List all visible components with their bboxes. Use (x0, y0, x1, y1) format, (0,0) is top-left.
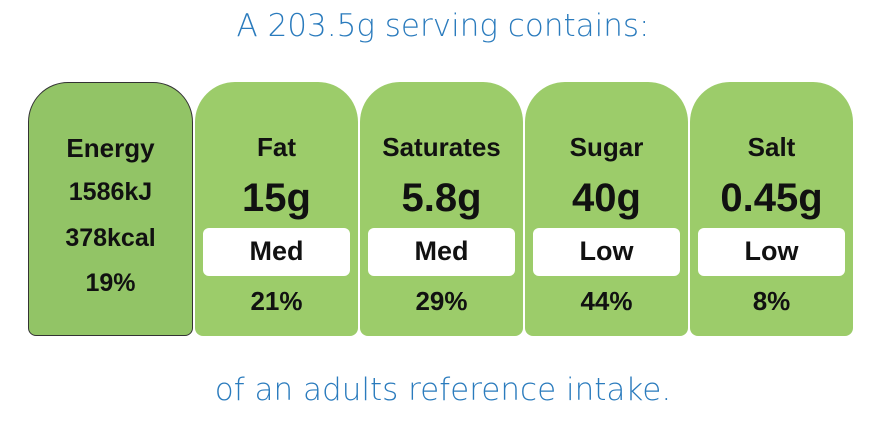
nutrient-amount: 40g (572, 176, 641, 220)
energy-label: Energy (66, 133, 155, 163)
nutrient-percent: 21% (250, 286, 303, 316)
nutrient-level: Low (579, 236, 634, 266)
nutrient-label: Sugar (569, 132, 644, 162)
nutrient-label: Fat (257, 132, 296, 162)
nutrient-percent: 8% (752, 286, 791, 316)
energy-panel: Energy 1586kJ 378kcal 19% (28, 82, 193, 336)
level-box: Med (368, 228, 515, 276)
level-box: Low (533, 228, 680, 276)
nutrient-percent: 44% (580, 286, 633, 316)
nutrient-amount: 0.45g (720, 176, 823, 220)
nutrient-label: Saturates (382, 132, 501, 162)
nutrient-amount: 5.8g (401, 176, 482, 220)
title: A 203.5g serving contains: (236, 8, 650, 44)
nutrient-panel: Salt 0.45g Low 8% (690, 82, 853, 336)
energy-percent: 19% (85, 269, 136, 297)
nutrient-percent: 29% (415, 286, 468, 316)
nutrient-label: Salt (747, 132, 796, 162)
level-box: Med (203, 228, 350, 276)
energy-kcal: 378kcal (65, 224, 156, 252)
footer: of an adults reference intake. (214, 372, 672, 408)
nutrient-amount: 15g (242, 176, 311, 220)
nutrient-level: Med (249, 236, 304, 266)
nutrient-level: Low (744, 236, 799, 266)
nutrient-panel: Fat 15g Med 21% (195, 82, 358, 336)
nutrient-panel: Sugar 40g Low 44% (525, 82, 688, 336)
level-box: Low (698, 228, 845, 276)
energy-kj: 1586kJ (68, 178, 153, 206)
nutrient-panel: Saturates 5.8g Med 29% (360, 82, 523, 336)
nutrient-level: Med (414, 236, 469, 266)
